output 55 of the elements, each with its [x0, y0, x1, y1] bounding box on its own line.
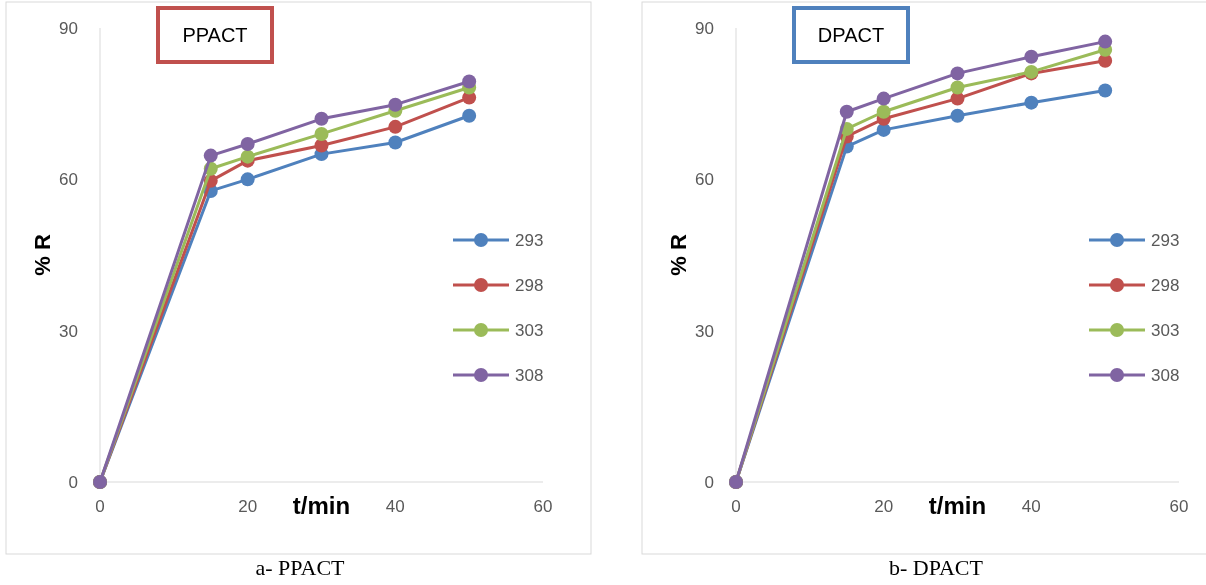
point	[462, 74, 477, 89]
x-axis-title: t/min	[292, 492, 351, 519]
x-tick-label: 20	[238, 497, 258, 516]
point	[950, 80, 965, 95]
point	[314, 126, 329, 141]
legend-label: 298	[515, 275, 544, 295]
chart-title: DPACT	[817, 24, 885, 46]
legend-label: 308	[515, 365, 544, 385]
point	[240, 137, 255, 152]
y-tick-label: 30	[59, 321, 78, 341]
x-tick-label: 0	[95, 497, 105, 516]
point	[1024, 95, 1039, 110]
point	[839, 104, 854, 119]
y-tick-label: 90	[59, 18, 78, 38]
point	[950, 108, 965, 123]
legend-label: 303	[515, 320, 544, 340]
point	[388, 135, 403, 150]
y-tick-label: 90	[695, 18, 714, 38]
x-tick-label: 20	[874, 497, 894, 516]
point	[462, 108, 477, 123]
legend-label: 298	[1151, 275, 1180, 295]
point	[388, 119, 403, 134]
x-tick-label: 60	[1169, 497, 1189, 516]
legend-label: 293	[1151, 230, 1180, 250]
point	[1098, 53, 1113, 68]
legend-label: 308	[1151, 365, 1180, 385]
y-tick-label: 0	[704, 472, 714, 492]
x-tick-label: 40	[1021, 497, 1041, 516]
point	[1098, 83, 1113, 98]
point	[950, 66, 965, 81]
point	[240, 149, 255, 164]
y-tick-label: 30	[695, 321, 714, 341]
point	[314, 111, 329, 126]
point	[1098, 34, 1113, 49]
y-tick-label: 60	[695, 170, 714, 190]
y-axis-title: % R	[666, 234, 691, 276]
x-tick-label: 0	[731, 497, 741, 516]
text: b- DPACT	[889, 555, 984, 580]
x-axis-title: t/min	[928, 492, 987, 519]
point	[203, 148, 218, 163]
y-tick-label: 60	[59, 170, 78, 190]
point	[1024, 49, 1039, 64]
chart-title: PPACT	[182, 24, 248, 46]
y-tick-label: 0	[68, 472, 78, 492]
point	[240, 172, 255, 187]
point	[388, 97, 403, 112]
y-axis-title: % R	[30, 234, 55, 276]
point	[876, 104, 891, 119]
point	[876, 91, 891, 106]
x-tick-label: 60	[533, 497, 553, 516]
point	[876, 122, 891, 137]
legend-label: 293	[515, 230, 544, 250]
x-tick-label: 40	[385, 497, 405, 516]
text: a- PPACT	[255, 555, 346, 580]
legend-label: 303	[1151, 320, 1180, 340]
